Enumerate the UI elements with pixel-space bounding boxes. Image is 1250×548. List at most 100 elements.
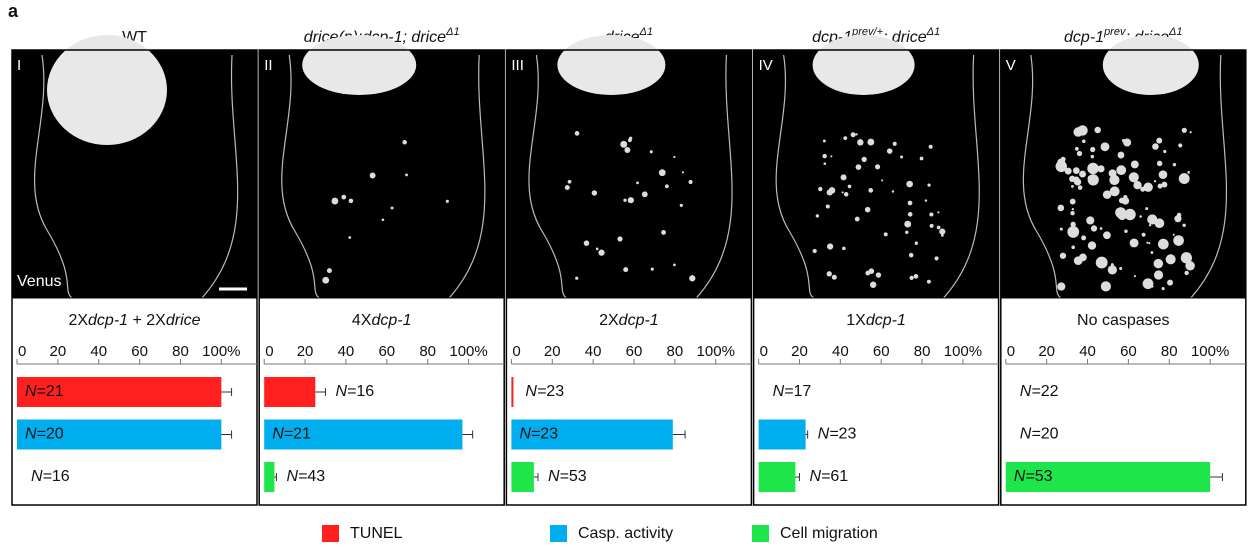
micrograph-dot (881, 179, 883, 181)
micrograph-dot (867, 139, 874, 146)
micrograph-dot (893, 142, 897, 146)
legend-swatch (550, 525, 567, 542)
micrograph-dot (856, 164, 862, 170)
n-value: 53 (1035, 468, 1053, 485)
micrograph-dot (1116, 165, 1126, 175)
x-tick-label: 100% (449, 343, 487, 360)
n-value: 21 (46, 383, 64, 400)
n-symbol: N= (1020, 383, 1041, 400)
micrograph-dot (832, 275, 837, 280)
micrograph-dot (823, 139, 826, 142)
micrograph-dot (673, 156, 675, 158)
micrograph-dot (624, 147, 630, 153)
micrograph-dot (1154, 180, 1156, 182)
text-segment: dcp-1 (619, 312, 659, 329)
x-tick-label: 0 (760, 343, 768, 360)
x-tick-label: 100% (202, 343, 240, 360)
micrograph-dot (826, 204, 830, 208)
micrograph-dot (920, 157, 924, 161)
micrograph-dot (1142, 233, 1146, 237)
text-segment: 4X (352, 312, 372, 329)
micrograph-dot (914, 274, 919, 279)
micrograph-dot (813, 249, 817, 253)
micrograph-dot (862, 157, 867, 162)
micrograph-dot (1156, 138, 1162, 144)
micrograph-dot (842, 191, 844, 193)
n-symbol: N= (519, 426, 540, 443)
x-tick-label: 40 (585, 343, 602, 360)
micrograph-dot (822, 154, 826, 158)
micrograph-dot (370, 173, 376, 179)
n-label: N=20 (25, 426, 64, 443)
micrograph-dot (1143, 182, 1152, 191)
n-label: N=53 (1014, 468, 1053, 485)
figure: a WTIVenus2Xdcp-1 + 2Xdrice020406080100%… (0, 0, 1250, 548)
micrograph-dot (620, 141, 627, 148)
micrograph-dot (830, 155, 832, 157)
micrograph-dot (827, 271, 832, 276)
micrograph-dot (1091, 225, 1097, 231)
micrograph-dot (908, 201, 913, 206)
micrograph-dot (909, 276, 913, 280)
micrograph-dot (937, 211, 939, 213)
x-tick-label: 20 (791, 343, 808, 360)
micrograph-dot (673, 264, 676, 267)
n-value: 16 (356, 383, 374, 400)
micrograph-blob (557, 35, 665, 95)
text-segment: prev (1103, 26, 1127, 38)
micrograph-dot (1077, 151, 1082, 156)
bar (759, 462, 796, 492)
micrograph-dot (870, 282, 876, 288)
micrograph-dot (1162, 287, 1165, 290)
x-tick-label: 40 (832, 343, 849, 360)
micrograph-dot (1073, 177, 1079, 183)
micrograph-dot (1057, 282, 1065, 290)
micrograph-dot (1118, 211, 1127, 220)
micrograph-dot (1152, 286, 1154, 288)
micrograph-dot (1096, 257, 1108, 269)
micrograph-dot (1158, 184, 1163, 189)
micrograph-dot (1173, 163, 1176, 166)
micrograph-dot (642, 191, 648, 197)
micrograph-dot (1103, 231, 1111, 239)
x-tick-label: 0 (18, 343, 26, 360)
micrograph-dot (1179, 173, 1190, 184)
n-symbol: N= (25, 383, 46, 400)
micrograph-dot (857, 139, 863, 145)
micrograph-dot (1119, 267, 1122, 270)
micrograph-dot (628, 138, 632, 142)
micrograph-dot (844, 192, 849, 197)
micrograph-dot (1073, 167, 1080, 174)
micrograph-dot (1091, 155, 1094, 158)
micrograph-dot (1060, 228, 1063, 231)
micrograph-dot (322, 277, 329, 284)
micrograph-dot (1129, 172, 1139, 182)
micrograph-dot (827, 243, 833, 249)
text-segment: Δ1 (1168, 26, 1183, 38)
micrograph-dot (584, 240, 589, 245)
legend-label: Cell migration (780, 525, 878, 542)
n-label: N=23 (818, 426, 857, 443)
micrograph-dot (1163, 150, 1166, 153)
micrograph-dot (1124, 229, 1127, 232)
micrograph-dot (1109, 169, 1117, 177)
micrograph-dot (1119, 198, 1125, 204)
n-symbol: N= (773, 383, 794, 400)
text-segment: No caspases (1077, 312, 1170, 329)
chart-title: 4Xdcp-1 (352, 312, 412, 329)
micrograph-dot (851, 132, 856, 137)
micrograph-dot (1086, 216, 1094, 224)
x-tick-label: 20 (1038, 343, 1055, 360)
micrograph-dot (1182, 224, 1185, 227)
micrograph-dot (818, 187, 822, 191)
micrograph-dot (1088, 174, 1099, 185)
panel-numeral: I (17, 57, 21, 74)
micrograph-dot (1108, 265, 1117, 274)
micrograph-dot (1181, 252, 1192, 263)
micrograph-dot (925, 199, 927, 201)
micrograph-dot (1178, 143, 1182, 147)
micrograph-dot (1070, 211, 1074, 215)
micrograph-dot (1081, 235, 1086, 240)
n-value: 16 (52, 468, 70, 485)
micrograph-dot (1139, 215, 1142, 218)
